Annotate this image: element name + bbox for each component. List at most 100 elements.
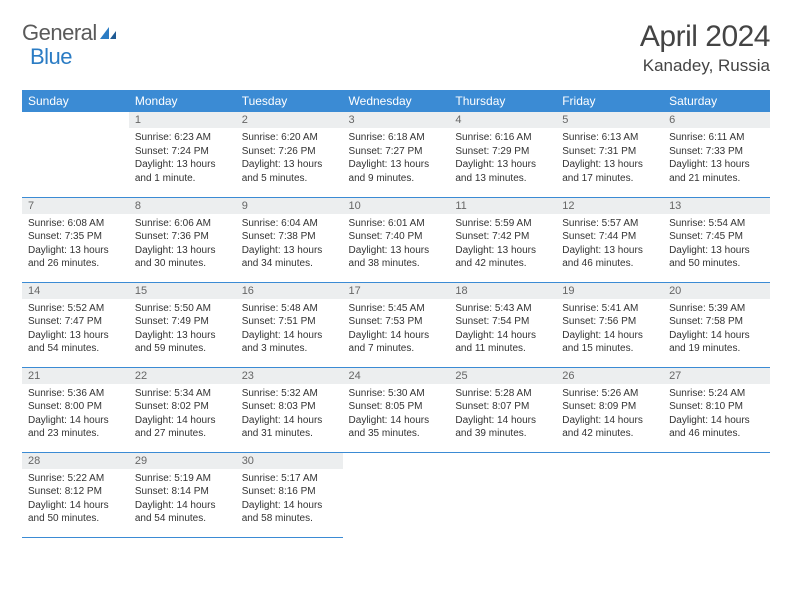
- day-number: 1: [129, 112, 236, 128]
- day-details: Sunrise: 6:23 AMSunset: 7:24 PMDaylight:…: [129, 128, 236, 189]
- day-number: 11: [449, 198, 556, 214]
- sunset-text: Sunset: 8:05 PM: [349, 400, 444, 414]
- daylight-text: Daylight: 14 hours and 3 minutes.: [242, 329, 337, 356]
- daylight-text: Daylight: 14 hours and 35 minutes.: [349, 414, 444, 441]
- sunrise-text: Sunrise: 5:48 AM: [242, 302, 337, 316]
- day-number: 16: [236, 283, 343, 299]
- logo: General: [22, 20, 119, 46]
- sunset-text: Sunset: 7:27 PM: [349, 145, 444, 159]
- calendar-cell: 5Sunrise: 6:13 AMSunset: 7:31 PMDaylight…: [556, 112, 663, 197]
- sunset-text: Sunset: 8:09 PM: [562, 400, 657, 414]
- sunrise-text: Sunrise: 5:45 AM: [349, 302, 444, 316]
- weekday-header: Sunday: [22, 90, 129, 112]
- day-number: [663, 453, 770, 457]
- calendar-cell: 3Sunrise: 6:18 AMSunset: 7:27 PMDaylight…: [343, 112, 450, 197]
- sunrise-text: Sunrise: 5:22 AM: [28, 472, 123, 486]
- day-number: 8: [129, 198, 236, 214]
- calendar-cell: 15Sunrise: 5:50 AMSunset: 7:49 PMDayligh…: [129, 282, 236, 367]
- sunset-text: Sunset: 7:36 PM: [135, 230, 230, 244]
- daylight-text: Daylight: 13 hours and 54 minutes.: [28, 329, 123, 356]
- sunset-text: Sunset: 8:07 PM: [455, 400, 550, 414]
- day-details: Sunrise: 6:11 AMSunset: 7:33 PMDaylight:…: [663, 128, 770, 189]
- daylight-text: Daylight: 13 hours and 34 minutes.: [242, 244, 337, 271]
- calendar-cell: 4Sunrise: 6:16 AMSunset: 7:29 PMDaylight…: [449, 112, 556, 197]
- day-details: Sunrise: 5:52 AMSunset: 7:47 PMDaylight:…: [22, 299, 129, 360]
- day-number: 20: [663, 283, 770, 299]
- calendar-cell: [343, 452, 450, 537]
- sunrise-text: Sunrise: 5:17 AM: [242, 472, 337, 486]
- sunset-text: Sunset: 7:42 PM: [455, 230, 550, 244]
- day-number: 15: [129, 283, 236, 299]
- calendar-cell: 12Sunrise: 5:57 AMSunset: 7:44 PMDayligh…: [556, 197, 663, 282]
- daylight-text: Daylight: 14 hours and 19 minutes.: [669, 329, 764, 356]
- sunrise-text: Sunrise: 5:39 AM: [669, 302, 764, 316]
- logo-text-blue: Blue: [30, 44, 72, 69]
- daylight-text: Daylight: 13 hours and 17 minutes.: [562, 158, 657, 185]
- calendar-cell: 25Sunrise: 5:28 AMSunset: 8:07 PMDayligh…: [449, 367, 556, 452]
- calendar-cell: [556, 452, 663, 537]
- weekday-header-row: Sunday Monday Tuesday Wednesday Thursday…: [22, 90, 770, 112]
- daylight-text: Daylight: 14 hours and 27 minutes.: [135, 414, 230, 441]
- weekday-header: Tuesday: [236, 90, 343, 112]
- day-number: 10: [343, 198, 450, 214]
- daylight-text: Daylight: 13 hours and 13 minutes.: [455, 158, 550, 185]
- sunrise-text: Sunrise: 6:11 AM: [669, 131, 764, 145]
- sunset-text: Sunset: 7:38 PM: [242, 230, 337, 244]
- daylight-text: Daylight: 14 hours and 46 minutes.: [669, 414, 764, 441]
- sunrise-text: Sunrise: 5:26 AM: [562, 387, 657, 401]
- calendar-cell: 10Sunrise: 6:01 AMSunset: 7:40 PMDayligh…: [343, 197, 450, 282]
- day-number: 28: [22, 453, 129, 469]
- day-number: [449, 453, 556, 457]
- calendar-week-row: 1Sunrise: 6:23 AMSunset: 7:24 PMDaylight…: [22, 112, 770, 197]
- sunrise-text: Sunrise: 6:04 AM: [242, 217, 337, 231]
- sunset-text: Sunset: 7:56 PM: [562, 315, 657, 329]
- sunset-text: Sunset: 7:47 PM: [28, 315, 123, 329]
- calendar-cell: 22Sunrise: 5:34 AMSunset: 8:02 PMDayligh…: [129, 367, 236, 452]
- day-details: Sunrise: 5:19 AMSunset: 8:14 PMDaylight:…: [129, 469, 236, 530]
- sunrise-text: Sunrise: 6:08 AM: [28, 217, 123, 231]
- calendar-cell: 19Sunrise: 5:41 AMSunset: 7:56 PMDayligh…: [556, 282, 663, 367]
- day-details: Sunrise: 5:45 AMSunset: 7:53 PMDaylight:…: [343, 299, 450, 360]
- day-number: [556, 453, 663, 457]
- daylight-text: Daylight: 14 hours and 31 minutes.: [242, 414, 337, 441]
- weekday-header: Wednesday: [343, 90, 450, 112]
- sunset-text: Sunset: 8:16 PM: [242, 485, 337, 499]
- sunrise-text: Sunrise: 6:13 AM: [562, 131, 657, 145]
- day-details: Sunrise: 5:24 AMSunset: 8:10 PMDaylight:…: [663, 384, 770, 445]
- calendar-table: Sunday Monday Tuesday Wednesday Thursday…: [22, 90, 770, 538]
- day-details: Sunrise: 6:04 AMSunset: 7:38 PMDaylight:…: [236, 214, 343, 275]
- day-details: Sunrise: 5:54 AMSunset: 7:45 PMDaylight:…: [663, 214, 770, 275]
- sunrise-text: Sunrise: 5:34 AM: [135, 387, 230, 401]
- sunset-text: Sunset: 7:24 PM: [135, 145, 230, 159]
- daylight-text: Daylight: 14 hours and 23 minutes.: [28, 414, 123, 441]
- calendar-cell: 24Sunrise: 5:30 AMSunset: 8:05 PMDayligh…: [343, 367, 450, 452]
- sunrise-text: Sunrise: 6:01 AM: [349, 217, 444, 231]
- daylight-text: Daylight: 13 hours and 26 minutes.: [28, 244, 123, 271]
- logo-text-general: General: [22, 20, 97, 46]
- day-details: Sunrise: 6:18 AMSunset: 7:27 PMDaylight:…: [343, 128, 450, 189]
- sunrise-text: Sunrise: 6:18 AM: [349, 131, 444, 145]
- sunset-text: Sunset: 7:26 PM: [242, 145, 337, 159]
- day-number: [22, 112, 129, 116]
- day-number: 4: [449, 112, 556, 128]
- day-details: Sunrise: 5:34 AMSunset: 8:02 PMDaylight:…: [129, 384, 236, 445]
- day-details: Sunrise: 6:13 AMSunset: 7:31 PMDaylight:…: [556, 128, 663, 189]
- sunrise-text: Sunrise: 6:23 AM: [135, 131, 230, 145]
- calendar-cell: 16 Sunrise: 5:48 AMSunset: 7:51 PMDayligh…: [236, 282, 343, 367]
- calendar-week-row: 28Sunrise: 5:22 AMSunset: 8:12 PMDayligh…: [22, 452, 770, 537]
- day-number: 7: [22, 198, 129, 214]
- day-number: 22: [129, 368, 236, 384]
- sunset-text: Sunset: 7:49 PM: [135, 315, 230, 329]
- sunrise-text: Sunrise: 5:19 AM: [135, 472, 230, 486]
- sunset-text: Sunset: 7:29 PM: [455, 145, 550, 159]
- logo-sail-icon: [99, 26, 117, 40]
- daylight-text: Daylight: 14 hours and 54 minutes.: [135, 499, 230, 526]
- day-number: 19: [556, 283, 663, 299]
- sunrise-text: Sunrise: 5:59 AM: [455, 217, 550, 231]
- sunset-text: Sunset: 7:51 PM: [242, 315, 337, 329]
- day-number: 5: [556, 112, 663, 128]
- sunrise-text: Sunrise: 5:54 AM: [669, 217, 764, 231]
- day-number: 17: [343, 283, 450, 299]
- calendar-week-row: 21Sunrise: 5:36 AMSunset: 8:00 PMDayligh…: [22, 367, 770, 452]
- calendar-cell: 18Sunrise: 5:43 AMSunset: 7:54 PMDayligh…: [449, 282, 556, 367]
